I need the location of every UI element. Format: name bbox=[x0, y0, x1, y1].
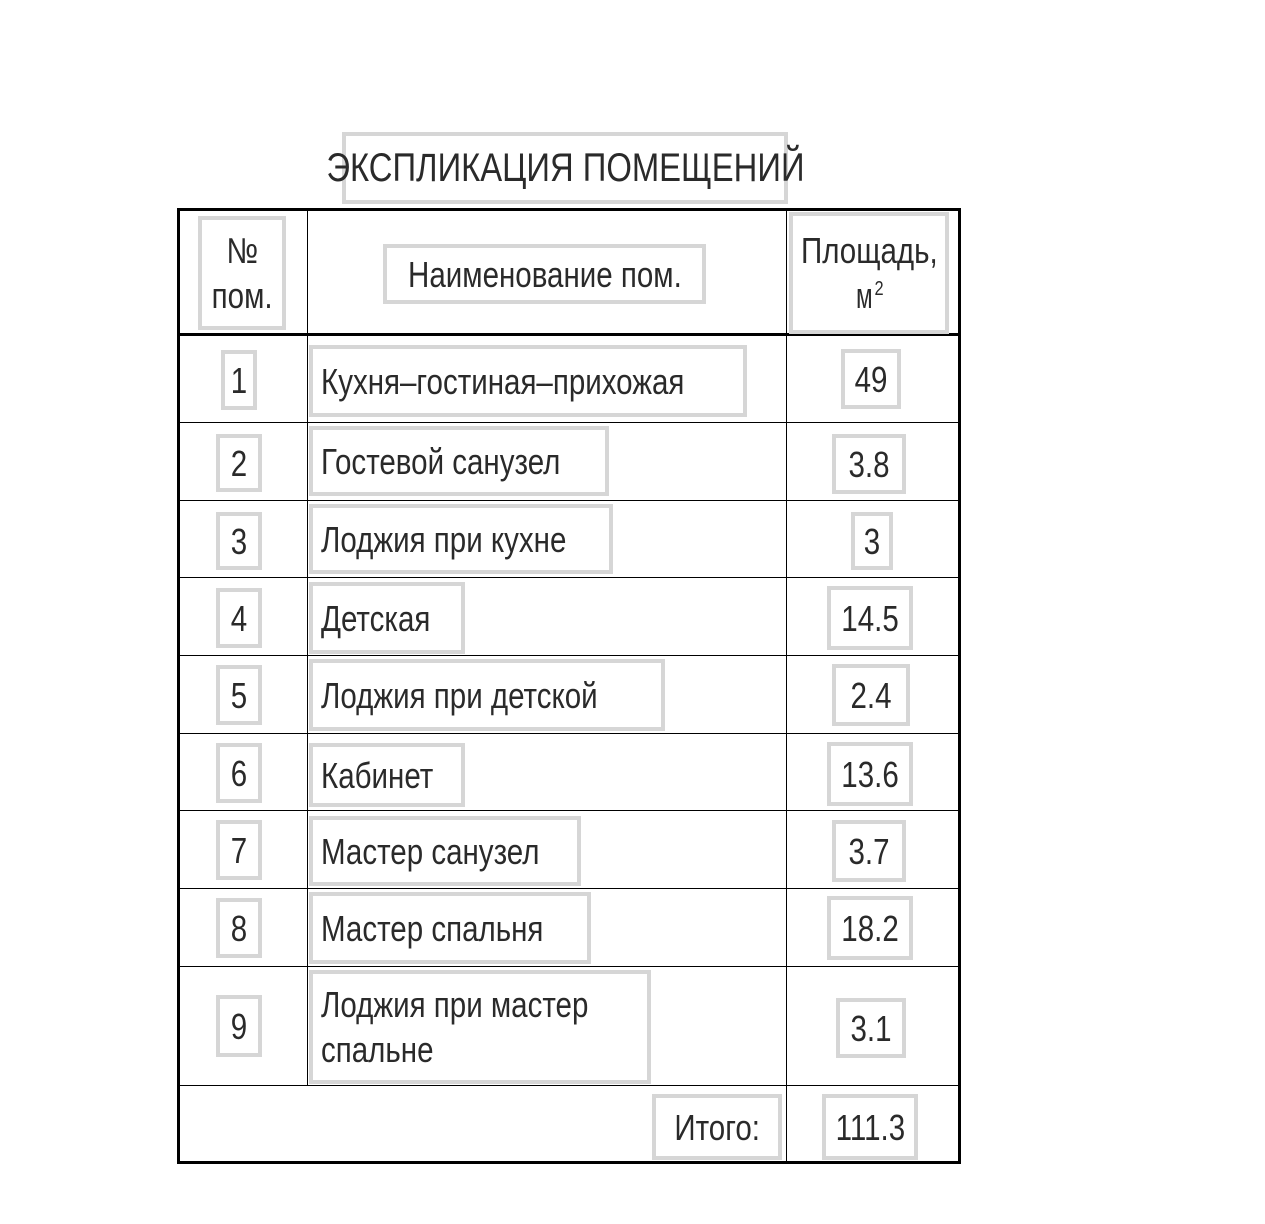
row-area: 3.1 bbox=[836, 998, 906, 1058]
cell-text: 7 bbox=[230, 829, 248, 871]
header-number-line2: пом. bbox=[211, 275, 273, 316]
cell-text: Лоджия при кухне bbox=[321, 518, 567, 560]
row-name: Кухня–гостиная–прихожая bbox=[309, 345, 747, 417]
cell-text: 3 bbox=[863, 520, 881, 562]
row-area: 14.5 bbox=[827, 586, 913, 650]
row-name: Кабинет bbox=[309, 743, 465, 807]
row-number: 4 bbox=[216, 588, 262, 648]
cell-text: Кухня–гостиная–прихожая bbox=[321, 360, 685, 402]
row-number: 7 bbox=[216, 820, 262, 880]
row-number: 3 bbox=[216, 512, 262, 570]
header-number: № пом. bbox=[198, 216, 286, 330]
row-area: 49 bbox=[841, 349, 901, 409]
row-name: Лоджия при мастер спальне bbox=[309, 970, 651, 1084]
divider bbox=[177, 422, 960, 423]
divider bbox=[177, 966, 960, 967]
row-number: 8 bbox=[216, 898, 262, 958]
row-number: 1 bbox=[221, 350, 257, 410]
rooms-table bbox=[177, 208, 961, 1164]
cell-text: 8 bbox=[230, 907, 248, 949]
cell-text: Детская bbox=[321, 597, 431, 639]
cell-text: 14.5 bbox=[841, 597, 899, 639]
cell-text: 4 bbox=[230, 597, 248, 639]
cell-text: 2.4 bbox=[850, 674, 892, 716]
divider bbox=[177, 888, 960, 889]
divider bbox=[177, 733, 960, 734]
cell-text: Итого: bbox=[674, 1106, 760, 1148]
row-name-line1: Лоджия при мастер bbox=[321, 984, 589, 1025]
row-area: 13.6 bbox=[827, 742, 913, 806]
cell-text: 3 bbox=[230, 520, 248, 562]
cell-text: 5 bbox=[230, 674, 248, 716]
cell-text: 9 bbox=[230, 1005, 248, 1047]
header-divider bbox=[177, 333, 960, 336]
row-area: 3.7 bbox=[832, 820, 906, 882]
header-area: Площадь, м2 bbox=[789, 212, 949, 334]
row-name: Гостевой санузел bbox=[309, 426, 609, 496]
divider bbox=[177, 577, 960, 578]
header-name: Наименование пом. bbox=[383, 244, 706, 304]
divider bbox=[177, 655, 960, 656]
row-name: Лоджия при детской bbox=[309, 659, 665, 731]
row-number: 6 bbox=[216, 743, 262, 803]
row-area: 3 bbox=[851, 512, 893, 570]
cell-text: Лоджия при детской bbox=[321, 674, 598, 716]
cell-text: 13.6 bbox=[841, 753, 899, 795]
total-label: Итого: bbox=[652, 1094, 782, 1160]
table-title: ЭКСПЛИКАЦИЯ ПОМЕЩЕНИЙ bbox=[326, 132, 804, 204]
cell-text: 2 bbox=[230, 442, 248, 484]
cell-text: Мастер спальня bbox=[321, 907, 544, 949]
cell-text: Мастер санузел bbox=[321, 830, 540, 872]
row-name-line2: спальне bbox=[321, 1029, 434, 1070]
cell-text: 3.8 bbox=[848, 443, 890, 485]
cell-text: Кабинет bbox=[321, 754, 434, 796]
header-area-line2: м2 bbox=[854, 273, 884, 318]
row-number: 9 bbox=[216, 995, 262, 1057]
row-area: 2.4 bbox=[832, 664, 910, 726]
row-name: Мастер спальня bbox=[309, 892, 591, 964]
divider bbox=[177, 1085, 960, 1086]
divider bbox=[786, 208, 787, 1163]
cell-text: 3.7 bbox=[848, 830, 890, 872]
row-name: Лоджия при кухне bbox=[309, 504, 613, 574]
cell-text: 18.2 bbox=[841, 907, 899, 949]
cell-text: Гостевой санузел bbox=[321, 440, 561, 482]
row-name: Мастер санузел bbox=[309, 816, 581, 886]
divider bbox=[177, 810, 960, 811]
title-text: ЭКСПЛИКАЦИЯ ПОМЕЩЕНИЙ bbox=[325, 146, 805, 190]
row-name: Детская bbox=[309, 582, 465, 654]
header-number-line1: № bbox=[226, 230, 258, 271]
header-area-line1: Площадь, bbox=[800, 230, 938, 271]
cell-text: 3.1 bbox=[850, 1007, 892, 1049]
cell-text: 49 bbox=[854, 358, 888, 400]
header-name-text: Наименование пом. bbox=[407, 253, 682, 295]
row-area: 18.2 bbox=[827, 896, 913, 960]
row-area: 3.8 bbox=[832, 434, 906, 494]
unit-exponent: 2 bbox=[874, 278, 884, 300]
cell-text: 6 bbox=[230, 752, 248, 794]
cell-text: 111.3 bbox=[835, 1106, 905, 1148]
divider bbox=[307, 208, 308, 1085]
divider bbox=[177, 500, 960, 501]
total-value: 111.3 bbox=[822, 1094, 918, 1160]
row-number: 5 bbox=[216, 665, 262, 725]
row-number: 2 bbox=[216, 434, 262, 492]
cell-text: 1 bbox=[230, 359, 248, 401]
unit: м bbox=[856, 275, 873, 316]
